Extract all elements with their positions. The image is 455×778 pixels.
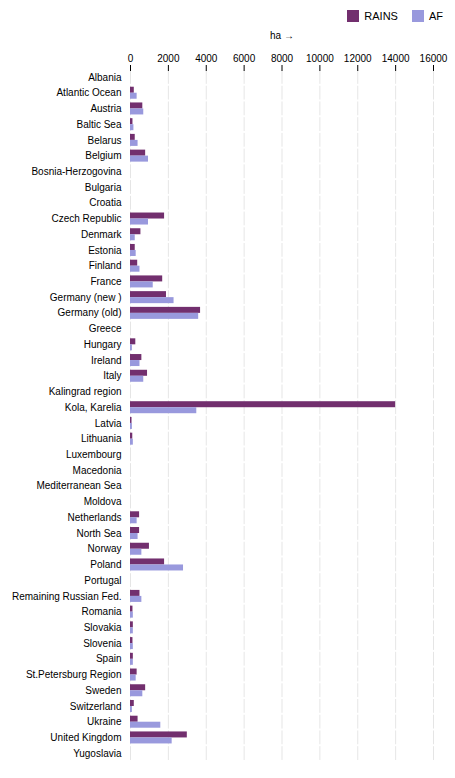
svg-text:Switzerland: Switzerland — [70, 701, 122, 712]
svg-text:Baltic Sea: Baltic Sea — [76, 119, 121, 130]
svg-text:0: 0 — [128, 53, 134, 64]
svg-text:ha →: ha → — [270, 30, 294, 41]
svg-text:St.Petersburg Region: St.Petersburg Region — [26, 669, 122, 680]
svg-text:Ukraine: Ukraine — [87, 716, 122, 727]
svg-text:Remaining Russian Fed.: Remaining Russian Fed. — [12, 591, 122, 602]
svg-text:4000: 4000 — [195, 53, 218, 64]
svg-text:Sweden: Sweden — [85, 685, 121, 696]
svg-text:2000: 2000 — [157, 53, 180, 64]
svg-text:Belarus: Belarus — [88, 135, 122, 146]
svg-text:Spain: Spain — [96, 653, 122, 664]
svg-text:8000: 8000 — [271, 53, 294, 64]
html-text:AF: AF — [428, 10, 443, 22]
svg-text:14000: 14000 — [382, 53, 410, 64]
svg-text:Greece: Greece — [89, 323, 122, 334]
svg-text:Austria: Austria — [90, 103, 122, 114]
svg-text:Finland: Finland — [89, 260, 122, 271]
svg-text:Portugal: Portugal — [84, 575, 121, 586]
svg-text:Germany (new ): Germany (new ) — [50, 292, 122, 303]
svg-text:Belgium: Belgium — [85, 150, 121, 161]
html-text:RAINS: RAINS — [364, 10, 398, 22]
svg-text:Yugoslavia: Yugoslavia — [73, 748, 122, 759]
svg-text:Bosnia-Herzogovina: Bosnia-Herzogovina — [31, 166, 121, 177]
svg-text:Albania: Albania — [88, 72, 122, 83]
svg-text:Luxembourg: Luxembourg — [66, 449, 122, 460]
svg-text:Mediterranean Sea: Mediterranean Sea — [36, 480, 121, 491]
svg-text:Norway: Norway — [88, 543, 122, 554]
svg-text:Estonia: Estonia — [88, 245, 122, 256]
svg-text:Kola, Karelia: Kola, Karelia — [65, 402, 122, 413]
svg-text:Bulgaria: Bulgaria — [85, 182, 122, 193]
svg-text:10000: 10000 — [306, 53, 334, 64]
svg-text:12000: 12000 — [344, 53, 372, 64]
svg-text:Italy: Italy — [103, 370, 121, 381]
svg-text:Latvia: Latvia — [95, 418, 122, 429]
svg-text:Ireland: Ireland — [91, 355, 122, 366]
svg-text:6000: 6000 — [233, 53, 256, 64]
svg-text:North Sea: North Sea — [76, 528, 121, 539]
svg-text:France: France — [90, 276, 122, 287]
svg-text:Slovakia: Slovakia — [84, 622, 122, 633]
svg-text:Denmark: Denmark — [81, 229, 123, 240]
svg-text:Germany (old): Germany (old) — [58, 307, 122, 318]
svg-text:Netherlands: Netherlands — [68, 512, 122, 523]
svg-text:Romania: Romania — [81, 606, 121, 617]
svg-text:Hungary: Hungary — [84, 339, 122, 350]
svg-text:Moldova: Moldova — [84, 496, 122, 507]
svg-text:United Kingdom: United Kingdom — [50, 732, 121, 743]
svg-text:Czech Republic: Czech Republic — [51, 213, 121, 224]
svg-text:Macedonia: Macedonia — [73, 465, 122, 476]
svg-text:Croatia: Croatia — [89, 197, 122, 208]
svg-text:16000: 16000 — [420, 53, 448, 64]
svg-text:Atlantic Ocean: Atlantic Ocean — [56, 87, 121, 98]
svg-text:Kalingrad region: Kalingrad region — [49, 386, 122, 397]
svg-text:Lithuania: Lithuania — [81, 433, 122, 444]
svg-text:Poland: Poland — [90, 559, 121, 570]
svg-text:Slovenia: Slovenia — [83, 638, 122, 649]
